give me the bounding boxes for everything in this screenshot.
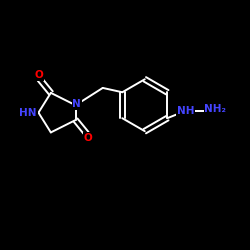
Text: O: O	[34, 70, 43, 80]
Text: NH: NH	[177, 106, 194, 116]
Text: O: O	[84, 133, 92, 143]
Text: HN: HN	[19, 108, 37, 118]
Text: NH₂: NH₂	[204, 104, 227, 114]
Text: N: N	[72, 99, 81, 109]
